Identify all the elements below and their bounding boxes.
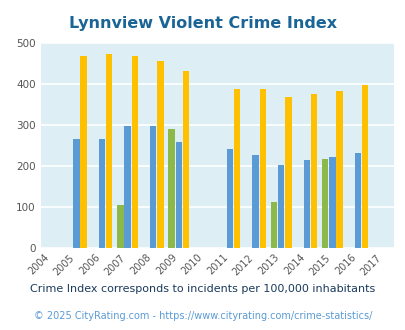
Bar bbox=[131, 56, 138, 248]
Bar bbox=[157, 61, 163, 248]
Bar bbox=[233, 89, 240, 248]
Bar bbox=[259, 89, 265, 248]
Bar bbox=[175, 142, 181, 248]
Bar bbox=[310, 94, 316, 248]
Bar bbox=[149, 125, 156, 248]
Bar bbox=[284, 97, 291, 248]
Bar bbox=[117, 205, 124, 248]
Bar bbox=[361, 85, 367, 248]
Bar bbox=[277, 165, 284, 248]
Bar bbox=[73, 139, 79, 248]
Bar bbox=[80, 55, 87, 247]
Bar bbox=[124, 125, 130, 248]
Bar bbox=[321, 159, 328, 248]
Bar bbox=[328, 157, 335, 248]
Bar bbox=[335, 91, 342, 248]
Bar bbox=[226, 149, 232, 248]
Bar bbox=[98, 140, 105, 248]
Bar bbox=[106, 53, 112, 248]
Text: © 2025 CityRating.com - https://www.cityrating.com/crime-statistics/: © 2025 CityRating.com - https://www.city… bbox=[34, 312, 371, 321]
Text: Lynnview Violent Crime Index: Lynnview Violent Crime Index bbox=[69, 16, 336, 31]
Bar bbox=[168, 129, 175, 248]
Bar bbox=[182, 71, 189, 248]
Bar bbox=[354, 152, 360, 248]
Bar bbox=[252, 155, 258, 248]
Bar bbox=[270, 203, 277, 248]
Text: Crime Index corresponds to incidents per 100,000 inhabitants: Crime Index corresponds to incidents per… bbox=[30, 284, 375, 294]
Bar bbox=[303, 160, 309, 248]
